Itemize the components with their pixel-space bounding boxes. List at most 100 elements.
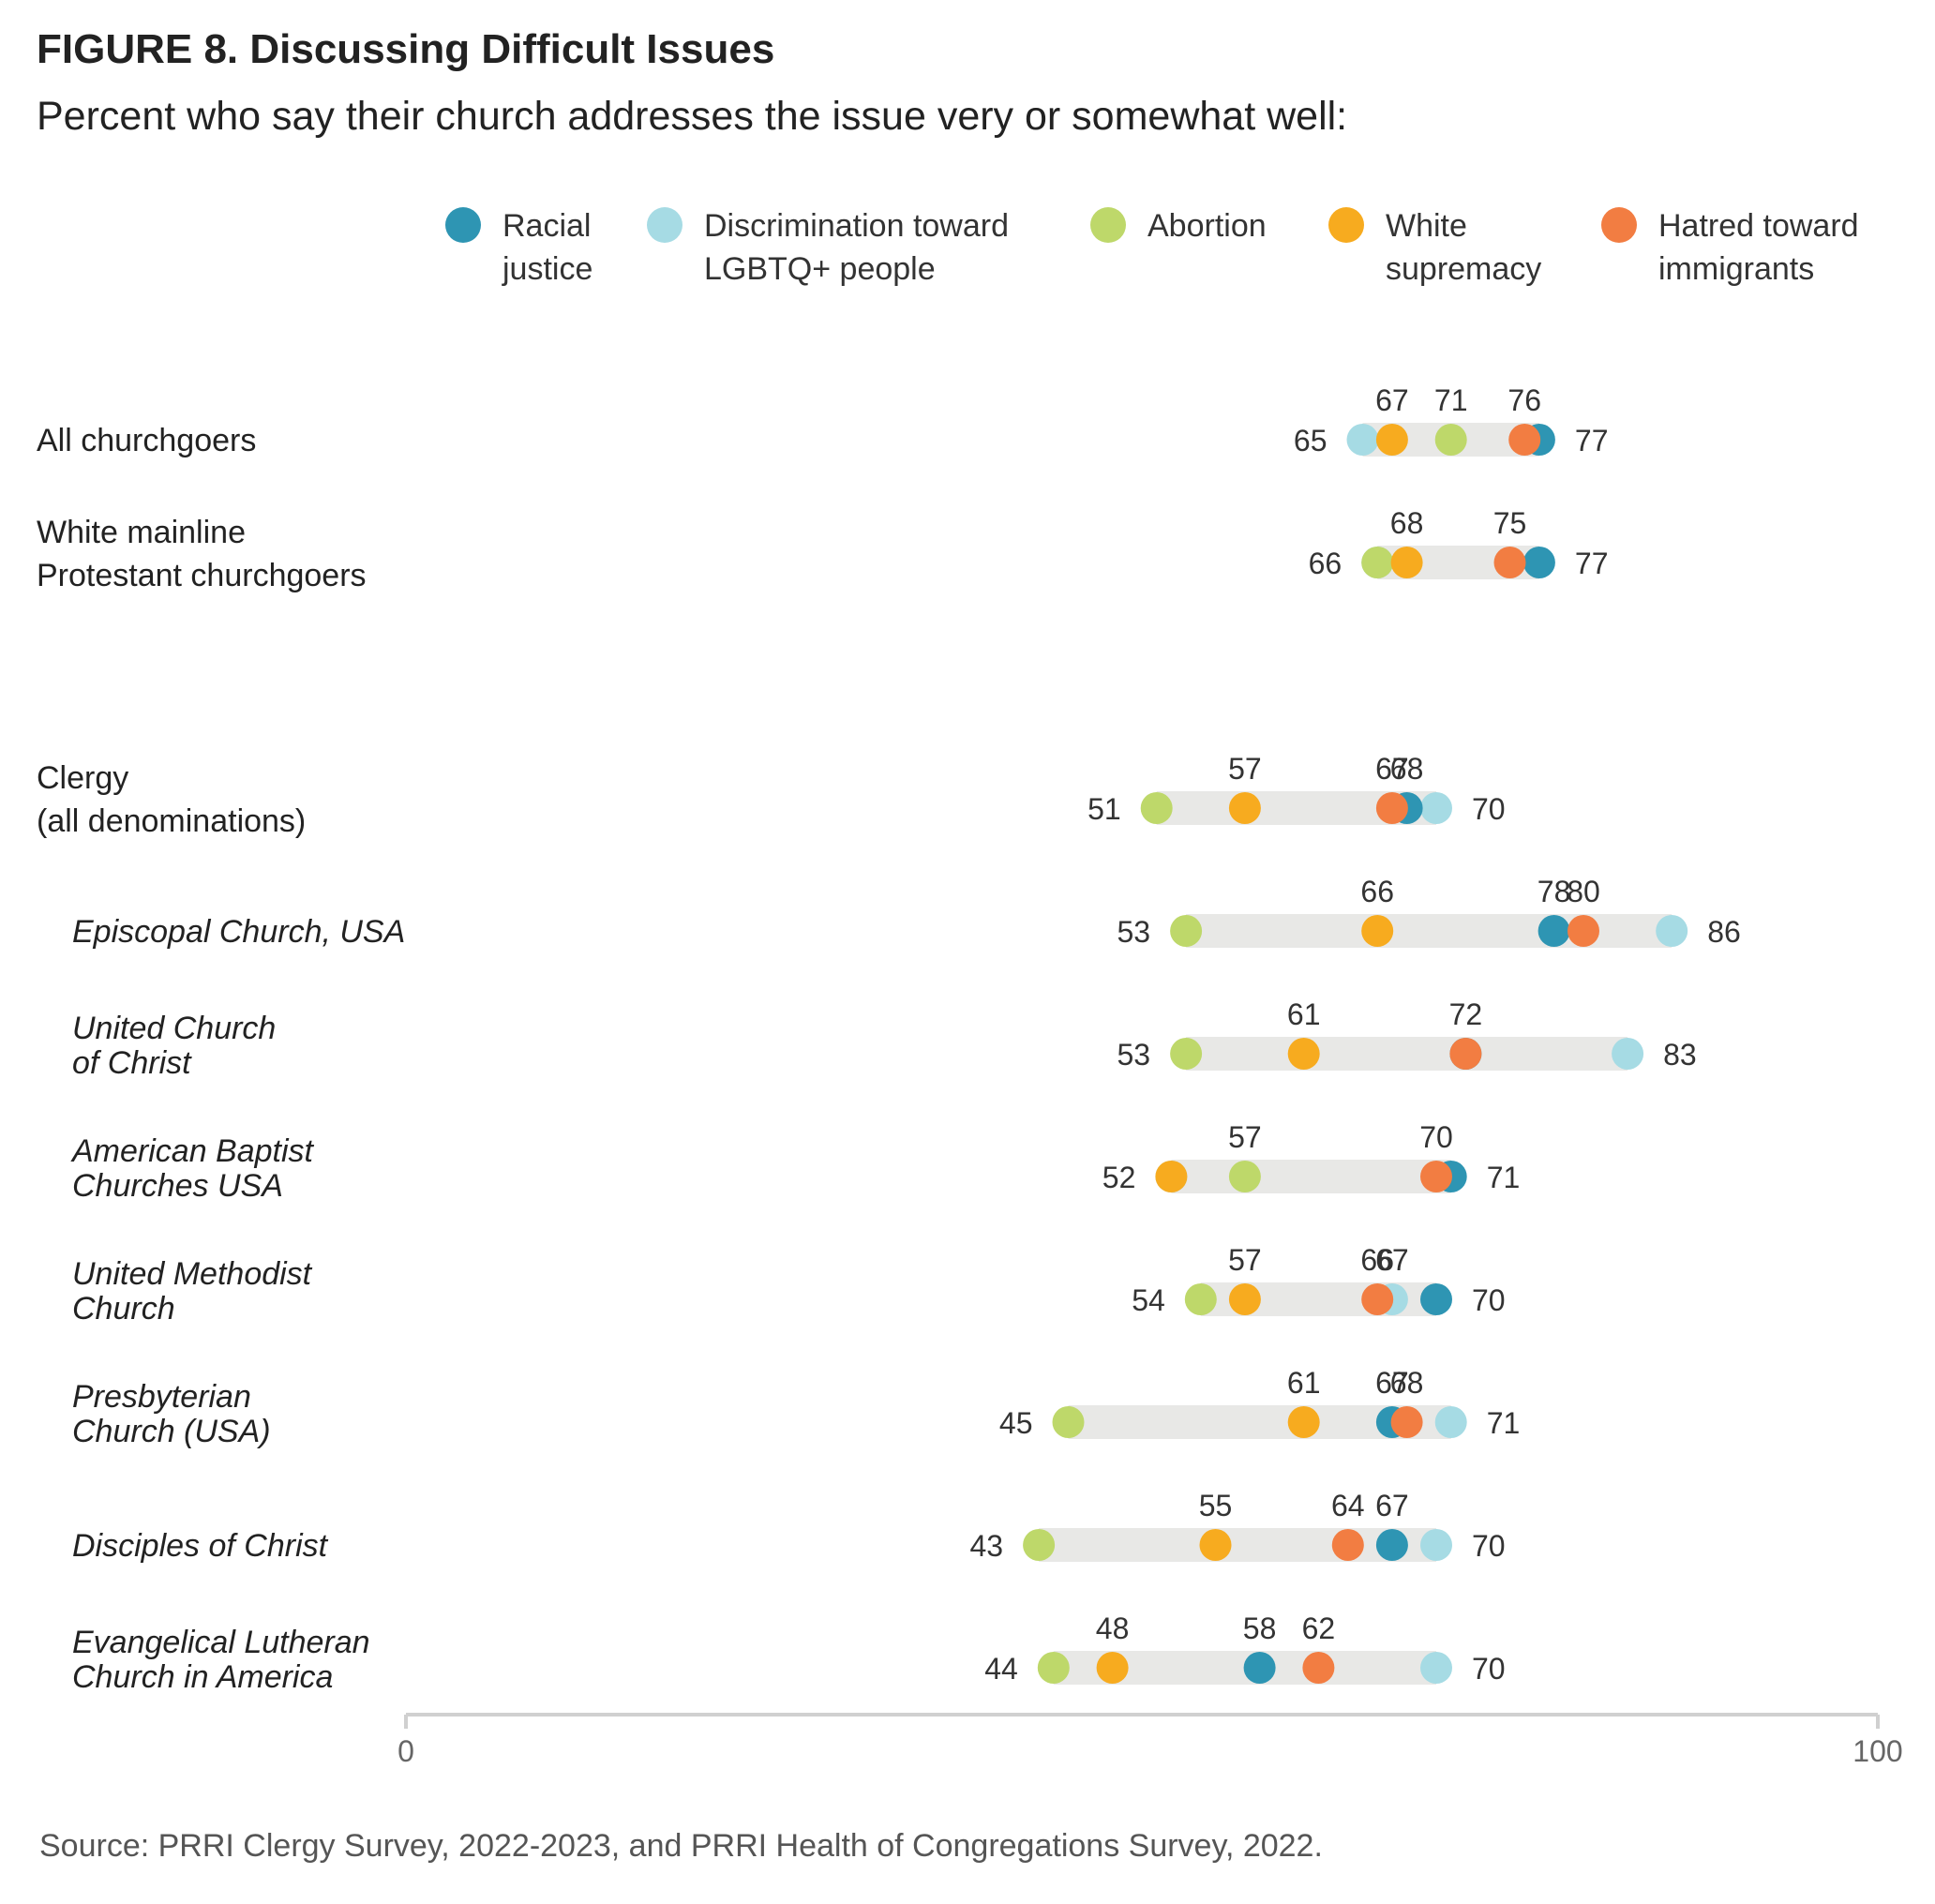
top-value-label: 66 [1360, 875, 1394, 908]
legend: Racial justice Discrimination toward LGBTQ+… [445, 207, 1859, 287]
dot-abortion [1434, 424, 1467, 456]
dot-white [1228, 1283, 1261, 1315]
legend-item-immigrants: Hatred toward immigrants [1601, 207, 1859, 287]
top-value-label: 67 [1375, 1489, 1409, 1522]
max-value-label: 70 [1472, 792, 1506, 826]
top-value-label: 58 [1243, 1612, 1277, 1645]
dot-immigrants [1361, 1283, 1394, 1315]
top-value-label: 57 [1228, 1243, 1262, 1277]
dot-lgbtq [1434, 1406, 1467, 1438]
top-value-label: 57 [1228, 752, 1262, 786]
legend-item-racial: Racial justice [445, 207, 592, 287]
dot-immigrants [1449, 1038, 1482, 1070]
top-value-label: 57 [1228, 1120, 1262, 1154]
dot-abortion [1140, 792, 1173, 824]
row-label: (all denominations) [37, 803, 306, 839]
legend-item-abortion: Abortion [1090, 207, 1267, 244]
legend-label-white: supremacy [1386, 251, 1541, 287]
legend-label-racial: justice [502, 251, 592, 287]
top-value-label: 48 [1096, 1612, 1130, 1645]
max-value-label: 70 [1472, 1652, 1506, 1686]
top-value-label: 55 [1199, 1489, 1233, 1522]
top-value-label: 68 [1390, 752, 1424, 786]
dot-abortion [1361, 547, 1394, 578]
dot-immigrants [1390, 1406, 1423, 1438]
legend-swatch-abortion [1090, 207, 1126, 243]
max-value-label: 77 [1575, 424, 1609, 457]
top-value-label: 64 [1331, 1489, 1365, 1522]
chart-rows: All churchgoers 65 77 67 71 76 White mainline P… [37, 383, 1741, 1695]
row-label: United Church [72, 1011, 276, 1046]
legend-swatch-immigrants [1601, 207, 1637, 243]
top-value-label: 70 [1419, 1120, 1453, 1154]
row-label: Church [72, 1291, 175, 1327]
top-value-label: 68 [1390, 1366, 1424, 1400]
dot-abortion [1170, 915, 1203, 947]
legend-label-racial: Racial [502, 208, 591, 244]
top-value-label: 66 [1360, 1243, 1394, 1277]
row-label: Clergy [37, 760, 128, 796]
top-value-label: 71 [1434, 383, 1468, 417]
dot-immigrants [1508, 424, 1541, 456]
dot-chart: Racial justice Discrimination toward LGBTQ+… [37, 207, 1903, 1768]
dot-racial [1375, 1529, 1408, 1561]
row-label: Churches USA [72, 1168, 283, 1204]
top-value-label: 68 [1390, 506, 1424, 540]
dot-white [1390, 547, 1423, 578]
dot-immigrants [1493, 547, 1526, 578]
max-value-label: 70 [1472, 1529, 1506, 1563]
top-value-label: 80 [1567, 875, 1600, 908]
top-value-label: 61 [1287, 1366, 1321, 1400]
row-1: White mainline Protestant churchgoers 66 77… [37, 506, 1608, 593]
row-label: Disciples of Christ [72, 1528, 329, 1564]
range-bar [1171, 1160, 1451, 1193]
min-value-label: 43 [970, 1529, 1004, 1563]
legend-swatch-lgbtq [647, 207, 682, 243]
dot-lgbtq [1612, 1038, 1644, 1070]
row-label: All churchgoers [37, 423, 256, 458]
legend-label-lgbtq: LGBTQ+ people [704, 251, 936, 287]
legend-label-immigrants: immigrants [1658, 251, 1814, 287]
dot-immigrants [1331, 1529, 1364, 1561]
row-label: United Methodist [72, 1256, 313, 1292]
dot-white [1228, 792, 1261, 824]
min-value-label: 51 [1088, 792, 1121, 826]
top-value-label: 76 [1508, 383, 1541, 417]
dot-lgbtq [1420, 792, 1452, 824]
row-label: Evangelical Lutheran [72, 1625, 370, 1660]
x-axis: 0 100 [398, 1713, 1903, 1768]
row-label: Church in America [72, 1659, 333, 1695]
axis-tick-label: 100 [1852, 1734, 1902, 1768]
top-value-label: 67 [1375, 383, 1409, 417]
row-label: Protestant churchgoers [37, 558, 367, 593]
min-value-label: 66 [1309, 547, 1342, 580]
legend-swatch-racial [445, 207, 481, 243]
top-value-label: 67 [1375, 1366, 1409, 1400]
dot-abortion [1037, 1652, 1070, 1684]
top-value-label: 67 [1375, 1243, 1409, 1277]
dot-white [1287, 1406, 1320, 1438]
row-label: Church (USA) [72, 1414, 271, 1449]
dot-abortion [1052, 1406, 1085, 1438]
dot-abortion [1023, 1529, 1056, 1561]
legend-item-white: White supremacy [1328, 207, 1541, 287]
dot-racial [1420, 1283, 1452, 1315]
legend-swatch-white [1328, 207, 1364, 243]
dot-abortion [1170, 1038, 1203, 1070]
dot-immigrants [1420, 1161, 1452, 1192]
dot-lgbtq [1346, 424, 1379, 456]
min-value-label: 53 [1118, 1038, 1151, 1072]
dot-white [1361, 915, 1394, 947]
dot-white [1375, 424, 1408, 456]
row-label: White mainline [37, 515, 246, 550]
max-value-label: 83 [1663, 1038, 1697, 1072]
min-value-label: 44 [984, 1652, 1018, 1686]
row-label: Episcopal Church, USA [72, 914, 405, 950]
dot-white [1096, 1652, 1129, 1684]
dot-racial [1538, 915, 1570, 947]
legend-label-immigrants: Hatred toward [1658, 208, 1859, 244]
